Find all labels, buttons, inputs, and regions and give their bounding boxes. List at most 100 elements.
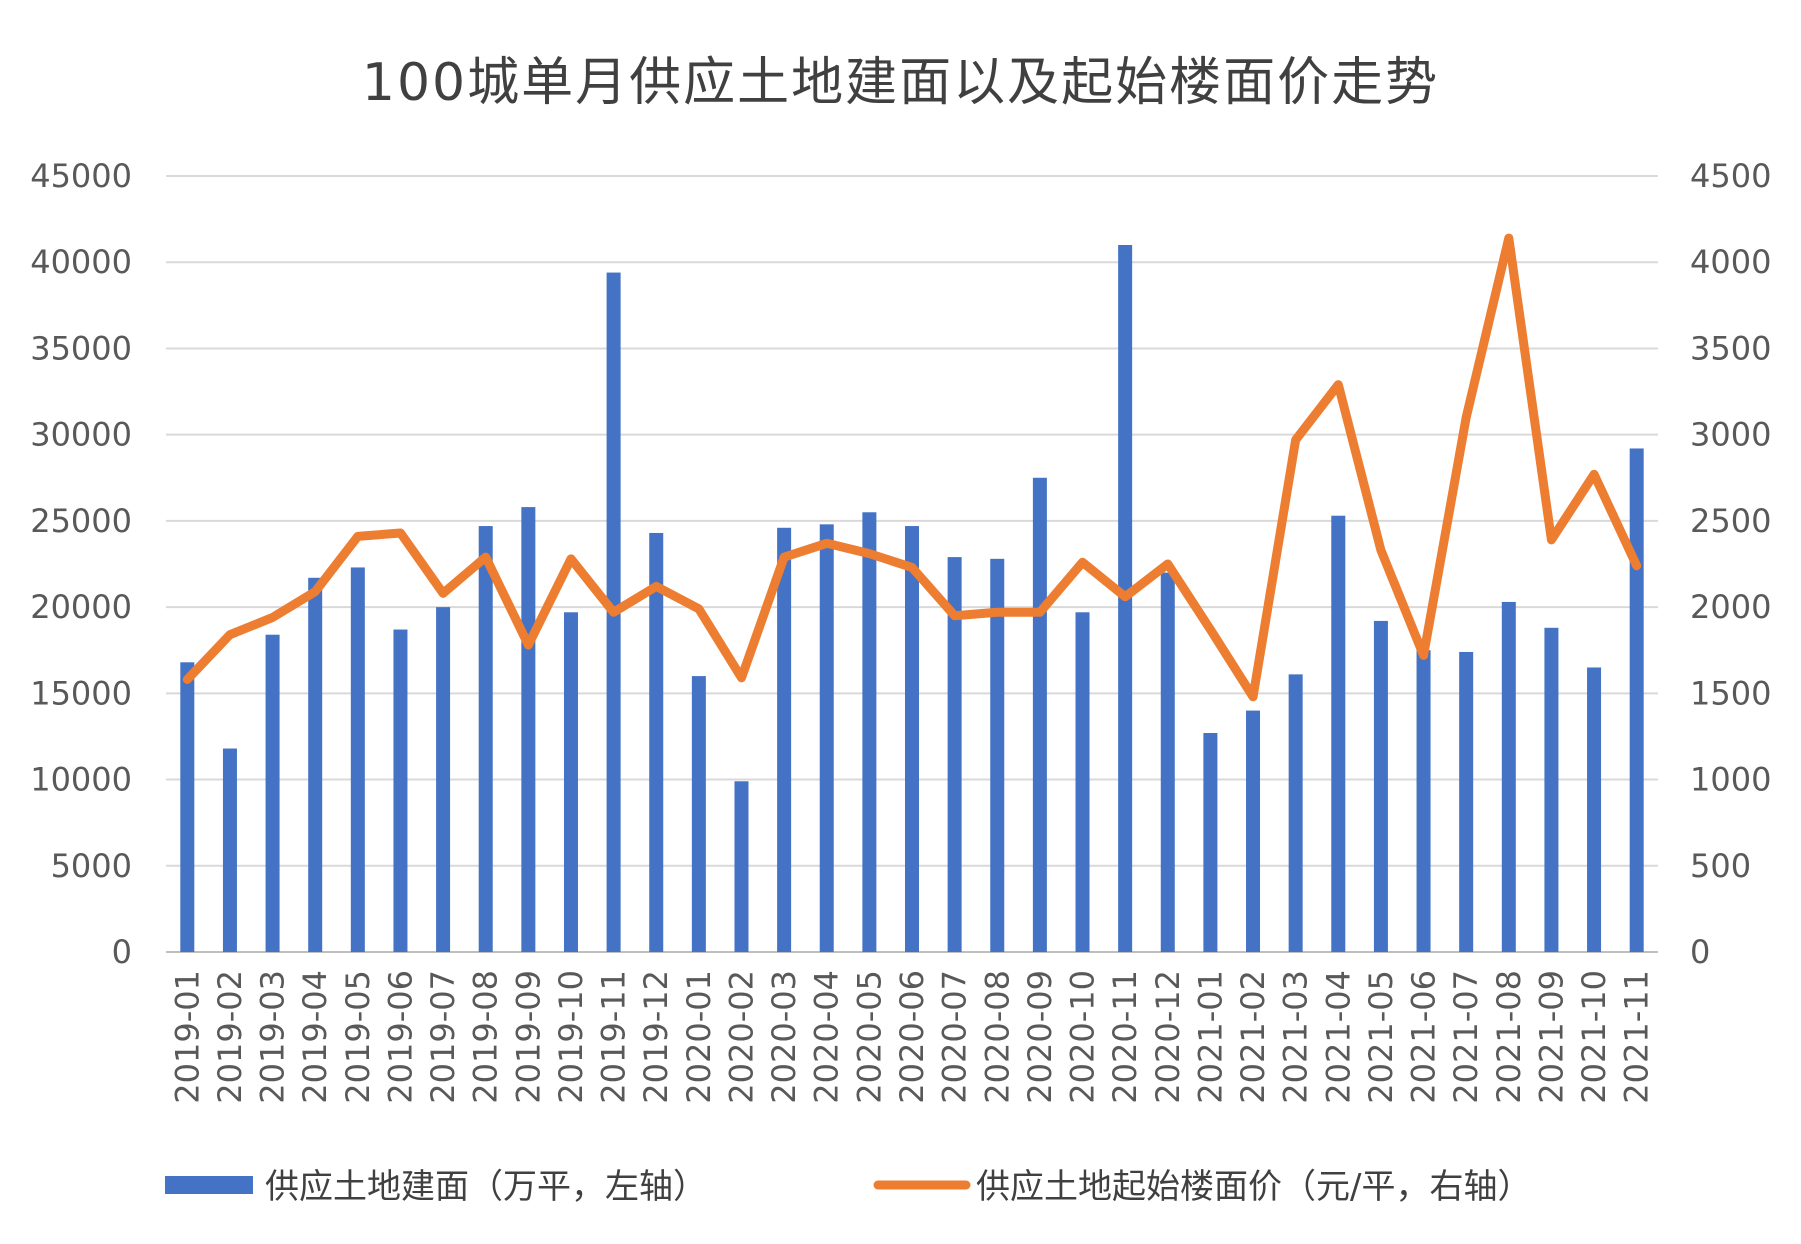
- left-axis-tick-label: 25000: [30, 502, 132, 540]
- line-point-2019-05: [356, 535, 359, 538]
- line-point-2020-09: [1038, 611, 1041, 614]
- x-axis-tick-label: 2019-11: [595, 970, 633, 1104]
- bar-2021-10: [1587, 667, 1602, 952]
- bar-2019-01: [180, 662, 195, 952]
- x-axis-tick-label: 2019-06: [381, 970, 419, 1104]
- left-axis-tick-label: 10000: [30, 761, 132, 799]
- bar-2019-10: [563, 612, 578, 952]
- x-axis-tick-label: 2020-06: [893, 970, 931, 1104]
- x-axis-tick-label: 2019-04: [296, 970, 334, 1104]
- line-point-2021-02: [1252, 695, 1255, 698]
- x-axis-tick-label: 2021-04: [1319, 970, 1357, 1104]
- line-point-2021-03: [1294, 438, 1297, 441]
- bar-2021-01: [1203, 732, 1218, 952]
- x-axis-tick-label: 2021-11: [1618, 970, 1656, 1104]
- bar-2021-11: [1629, 448, 1644, 952]
- bar-2019-06: [393, 629, 408, 952]
- line-series: [182, 233, 1642, 702]
- x-axis-tick-label: 2021-03: [1277, 970, 1315, 1104]
- x-axis-tick-label: 2021-05: [1362, 970, 1400, 1104]
- line-point-2020-05: [868, 552, 871, 555]
- x-axis-tick-label: 2019-10: [552, 970, 590, 1104]
- x-axis-tick-label: 2019-03: [254, 970, 292, 1104]
- x-axis-tick-label: 2020-02: [722, 970, 760, 1104]
- bar-2021-06: [1416, 650, 1431, 952]
- line-point-2020-12: [1166, 563, 1169, 565]
- line-point-2019-03: [271, 616, 274, 619]
- left-axis-tick-label: 45000: [30, 157, 132, 195]
- legend-label-line: 供应土地起始楼面价（元/平，右轴）: [976, 1167, 1531, 1207]
- line-point-2020-04: [825, 542, 828, 545]
- line-point-2020-01: [697, 607, 700, 610]
- left-axis-tick-label: 30000: [30, 416, 132, 454]
- line-point-2020-02: [740, 676, 743, 679]
- bar-2020-01: [691, 676, 706, 952]
- right-axis-tick-label: 4500: [1690, 157, 1771, 195]
- x-axis-tick-label: 2020-10: [1064, 970, 1102, 1104]
- x-axis-tick-label: 2019-01: [168, 970, 206, 1104]
- right-axis-tick-label: 2000: [1690, 588, 1771, 626]
- x-axis-tick-label: 2019-12: [637, 970, 675, 1104]
- bar-2020-04: [819, 524, 834, 952]
- bar-2020-03: [777, 527, 792, 952]
- left-axis-labels: 0 5000 10000 15000 20000 25000 30000 35000 40000…: [30, 157, 132, 971]
- bar-2019-09: [521, 507, 536, 952]
- x-axis-tick-label: 2021-02: [1234, 970, 1272, 1104]
- left-axis-tick-label: 40000: [30, 243, 132, 281]
- bar-2020-09: [1032, 477, 1047, 952]
- x-axis-tick-label: 2019-05: [339, 970, 377, 1104]
- bar-2020-07: [947, 557, 962, 952]
- x-axis-tick-label: 2020-12: [1149, 970, 1187, 1104]
- x-axis-tick-label: 2020-04: [808, 970, 846, 1104]
- right-axis-tick-label: 2500: [1690, 502, 1771, 540]
- left-axis-tick-label: 0: [112, 933, 132, 971]
- line-point-2021-04: [1337, 383, 1340, 386]
- bar-2020-08: [990, 558, 1005, 952]
- x-axis-tick-label: 2021-06: [1405, 970, 1443, 1104]
- line-point-2019-10: [569, 557, 572, 560]
- bar-2020-02: [734, 781, 749, 952]
- line-point-2020-11: [1124, 595, 1127, 598]
- bar-2019-12: [649, 532, 664, 952]
- line-point-2021-09: [1550, 538, 1553, 541]
- line-point-2019-11: [612, 611, 615, 614]
- x-axis-tick-label: 2020-09: [1021, 970, 1059, 1104]
- line-point-2020-07: [953, 614, 956, 617]
- x-axis-tick-label: 2019-08: [467, 970, 505, 1104]
- bar-2019-08: [478, 526, 493, 952]
- bar-2020-06: [905, 526, 919, 952]
- right-axis-tick-label: 4000: [1690, 243, 1771, 281]
- line-point-2020-10: [1081, 561, 1084, 564]
- left-axis-tick-label: 20000: [30, 588, 132, 626]
- x-axis-tick-label: 2020-08: [978, 970, 1016, 1104]
- bar-2020-05: [862, 512, 877, 952]
- line-point-2021-11: [1635, 564, 1638, 567]
- right-axis-tick-label: 3000: [1690, 416, 1771, 454]
- line-point-2019-01: [186, 678, 189, 681]
- line-point-2021-05: [1379, 549, 1382, 552]
- x-axis-tick-label: 2019-02: [211, 970, 249, 1104]
- line-point-2019-09: [527, 644, 530, 647]
- line-point-2019-12: [655, 585, 658, 588]
- line-point-2021-01: [1209, 628, 1212, 631]
- left-axis-tick-label: 15000: [30, 674, 132, 712]
- right-axis-labels: 0 500 1000 1500 2000 2500 3000 3500 4000 4500: [1690, 157, 1771, 971]
- x-axis-tick-label: 2019-07: [424, 970, 462, 1104]
- x-axis-tick-label: 2020-07: [936, 970, 974, 1104]
- legend: 供应土地建面（万平，左轴） 供应土地起始楼面价（元/平，右轴）: [165, 1167, 1531, 1207]
- bar-2021-02: [1246, 710, 1261, 952]
- bar-2019-05: [350, 567, 365, 952]
- x-axis-tick-label: 2021-10: [1575, 970, 1613, 1104]
- x-axis-tick-label: 2020-05: [850, 970, 888, 1104]
- line-point-2020-06: [911, 566, 913, 569]
- right-axis-tick-label: 3500: [1690, 329, 1771, 367]
- bar-2019-04: [308, 577, 323, 952]
- bar-2021-07: [1459, 651, 1474, 952]
- bar-2021-04: [1331, 515, 1346, 952]
- right-axis-tick-label: 1500: [1690, 674, 1771, 712]
- legend-swatch-bars: [165, 1176, 253, 1194]
- line-point-2020-03: [783, 556, 786, 559]
- x-axis-tick-label: 2020-03: [765, 970, 803, 1104]
- line-point-2019-04: [314, 590, 317, 593]
